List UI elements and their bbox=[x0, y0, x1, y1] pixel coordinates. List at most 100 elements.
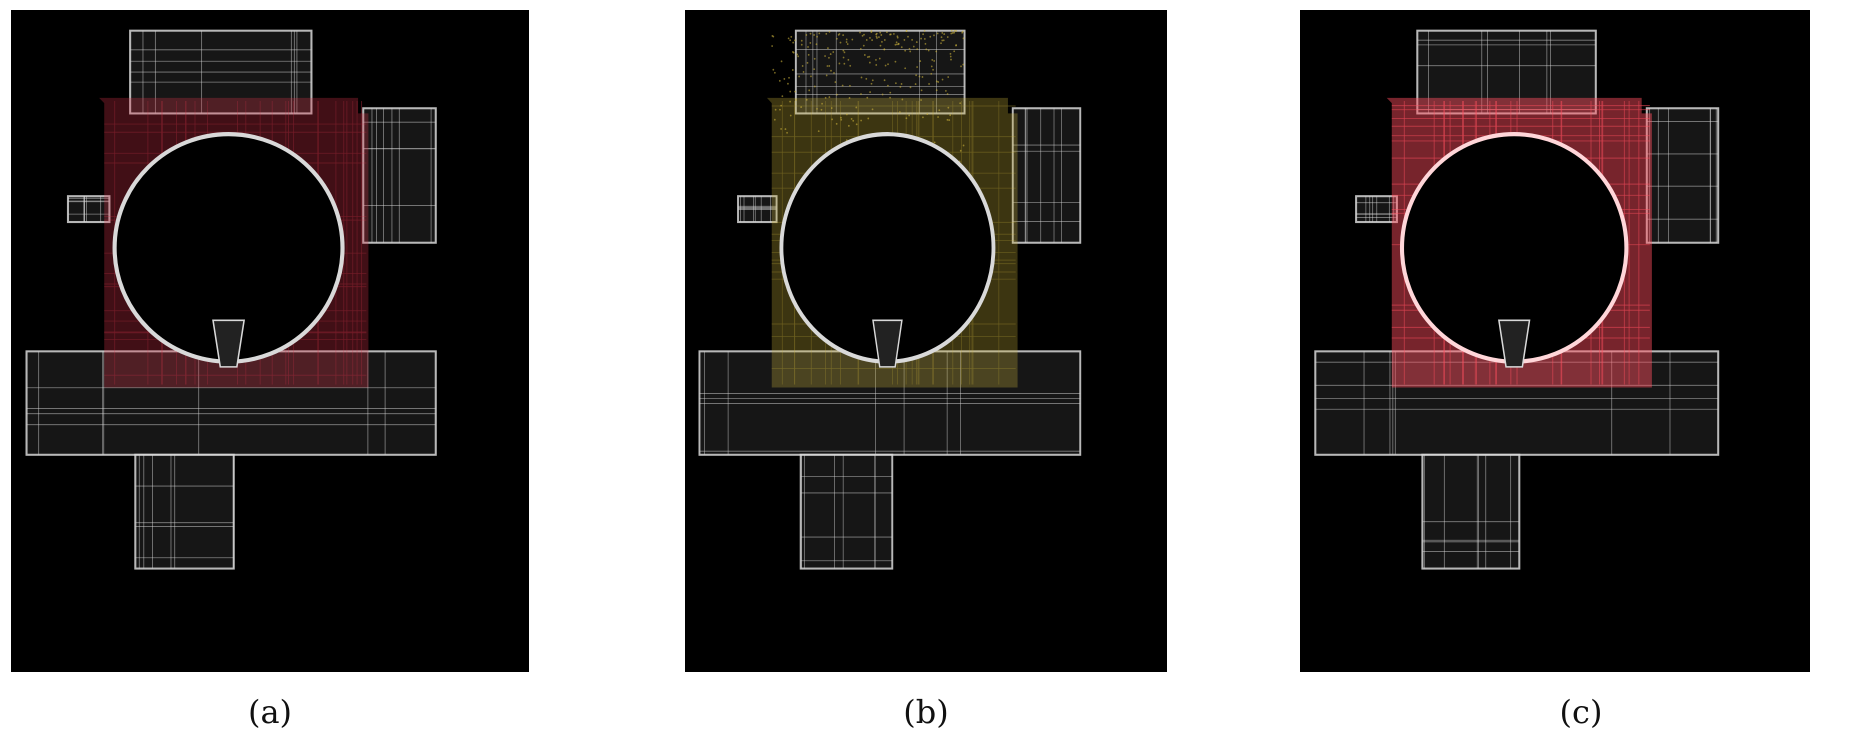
drift-point bbox=[927, 49, 930, 52]
drift-point bbox=[935, 80, 938, 83]
drift-point bbox=[878, 57, 881, 60]
drift-point bbox=[824, 55, 826, 57]
drift-point bbox=[955, 44, 958, 46]
drift-point bbox=[789, 100, 791, 103]
drift-point bbox=[774, 71, 776, 74]
drift-point bbox=[962, 63, 965, 66]
drift-point bbox=[901, 98, 904, 101]
drift-point bbox=[783, 77, 786, 80]
drift-point bbox=[922, 116, 924, 119]
drift-point bbox=[828, 56, 830, 59]
drift-point bbox=[880, 34, 883, 36]
drift-point bbox=[937, 81, 940, 83]
drift-point bbox=[871, 39, 873, 42]
drift-point bbox=[789, 114, 792, 117]
drift-point bbox=[886, 31, 888, 34]
drift-point bbox=[863, 54, 866, 56]
drift-point bbox=[863, 33, 865, 36]
room-block bbox=[134, 453, 235, 570]
overlay-region bbox=[766, 97, 1018, 388]
drift-point bbox=[903, 38, 906, 41]
drift-point bbox=[926, 113, 929, 116]
drift-point bbox=[889, 33, 891, 36]
drift-point bbox=[871, 108, 874, 111]
drift-point bbox=[813, 68, 816, 71]
drift-point bbox=[941, 31, 944, 34]
drift-point bbox=[862, 44, 865, 47]
room-block bbox=[1011, 107, 1082, 244]
drift-point bbox=[802, 71, 805, 73]
drift-point bbox=[840, 118, 843, 121]
drift-point bbox=[953, 50, 956, 53]
drift-point bbox=[849, 64, 852, 67]
floorplan-map-b bbox=[698, 29, 1082, 570]
drift-point bbox=[953, 29, 956, 32]
drift-point bbox=[911, 38, 913, 41]
drift-point bbox=[915, 74, 917, 77]
drift-point bbox=[855, 123, 858, 126]
drift-point bbox=[887, 63, 889, 66]
drift-point bbox=[894, 43, 897, 46]
drift-point bbox=[923, 29, 926, 32]
drift-point bbox=[899, 85, 902, 88]
room-block bbox=[698, 350, 1082, 456]
drift-point bbox=[912, 45, 915, 48]
floorplan-panel-a bbox=[11, 10, 529, 672]
drift-point bbox=[796, 53, 799, 56]
drift-point bbox=[937, 116, 939, 118]
room-block bbox=[1645, 107, 1720, 244]
drift-point bbox=[920, 89, 923, 92]
drift-point bbox=[849, 84, 851, 87]
drift-point bbox=[808, 89, 811, 92]
drift-point bbox=[865, 39, 868, 41]
room-block bbox=[1421, 453, 1521, 570]
drift-point bbox=[949, 55, 952, 58]
drift-point bbox=[921, 76, 924, 78]
drift-point bbox=[828, 96, 831, 99]
drift-point bbox=[800, 106, 803, 109]
drift-point bbox=[771, 45, 773, 47]
drift-point bbox=[935, 50, 938, 53]
drift-point bbox=[940, 42, 942, 45]
drift-point bbox=[883, 39, 886, 41]
drift-point bbox=[850, 117, 853, 120]
drift-point bbox=[816, 107, 818, 110]
drift-point bbox=[779, 108, 781, 111]
drift-point bbox=[810, 75, 812, 78]
drift-point bbox=[847, 124, 850, 127]
drift-point bbox=[932, 68, 934, 71]
drift-point bbox=[789, 39, 792, 42]
drift-point bbox=[866, 56, 869, 58]
drift-point bbox=[941, 39, 944, 42]
drift-point bbox=[959, 102, 962, 105]
drift-point bbox=[825, 74, 828, 77]
drift-point bbox=[887, 84, 889, 87]
caption-a: (a) bbox=[247, 693, 293, 731]
drift-point bbox=[797, 55, 800, 58]
drift-point bbox=[832, 51, 835, 53]
drift-point bbox=[842, 49, 845, 52]
drift-point bbox=[780, 60, 783, 63]
drift-point bbox=[848, 97, 851, 99]
drift-point bbox=[915, 41, 918, 44]
drift-point bbox=[894, 60, 897, 63]
drift-point bbox=[817, 130, 820, 133]
drift-point bbox=[851, 38, 854, 41]
drift-point bbox=[916, 66, 918, 68]
drift-point bbox=[786, 131, 788, 134]
drift-point bbox=[784, 128, 787, 131]
drift-point bbox=[815, 43, 818, 46]
drift-point bbox=[869, 36, 871, 39]
drift-point bbox=[950, 32, 953, 35]
drift-point bbox=[933, 59, 936, 62]
drift-point bbox=[800, 43, 803, 46]
drift-point bbox=[859, 31, 861, 34]
caption-b: (b) bbox=[903, 693, 949, 731]
overlay-region bbox=[1386, 97, 1652, 388]
drift-point bbox=[789, 90, 792, 93]
drift-point bbox=[895, 41, 898, 44]
drift-point bbox=[801, 65, 804, 67]
drift-point bbox=[807, 46, 809, 48]
drift-point bbox=[899, 111, 901, 113]
drift-point bbox=[908, 47, 911, 50]
